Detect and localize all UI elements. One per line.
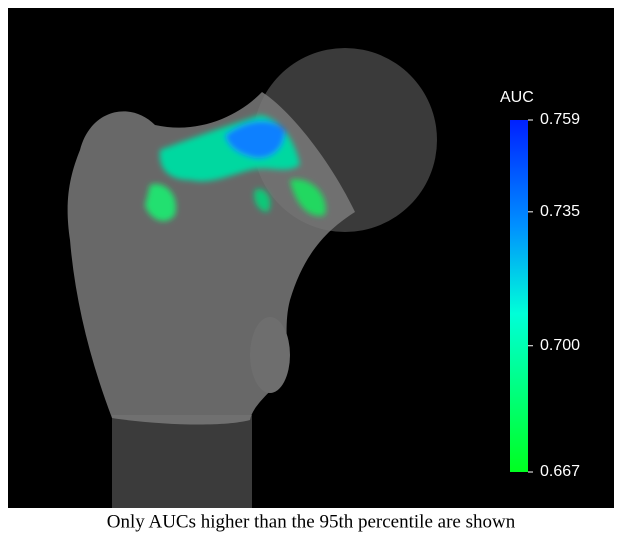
colorbar-title: AUC [500, 89, 534, 106]
femur-render [67, 48, 437, 508]
shaft-cut [112, 415, 252, 508]
colorbar [510, 120, 528, 472]
heatmap [145, 115, 326, 222]
colorbar-tick-label: 0.667 [540, 463, 580, 480]
colorbar-tick-label: 0.735 [540, 203, 580, 220]
caption: Only AUCs higher than the 95th percentil… [107, 511, 516, 532]
lesser-trochanter [250, 317, 290, 393]
colorbar-tick-label: 0.759 [540, 111, 580, 128]
colorbar-tick-label: 0.700 [540, 337, 580, 354]
